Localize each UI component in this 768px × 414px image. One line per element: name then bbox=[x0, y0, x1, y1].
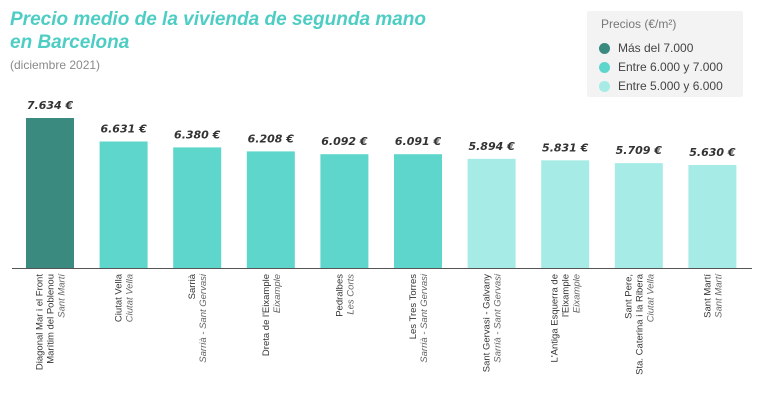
legend-title: Precios (€/m²) bbox=[601, 17, 677, 31]
bar-7 bbox=[467, 158, 516, 268]
bar-10 bbox=[688, 165, 737, 268]
category-label-1: Diagonal Mar i el Front Marítim del Poble… bbox=[35, 273, 68, 370]
value-label-1: 7.634 € bbox=[27, 99, 74, 112]
bar-5 bbox=[320, 154, 369, 268]
neighborhood-label: Sta. Caterina i la Ribera bbox=[634, 273, 645, 375]
legend-item-low: Entre 5.000 y 6.000 bbox=[599, 79, 723, 93]
chart-title: Precio medio de la vivienda de segunda m… bbox=[10, 8, 470, 54]
category-label-6: Les Tres Torres Sarrià - Sant Gervasi bbox=[408, 273, 430, 363]
neighborhood-label: Diagonal Mar i el Front bbox=[35, 274, 46, 370]
neighborhood-label: Sant Pere, bbox=[623, 274, 634, 319]
neighborhood-label: L'Antiga Esquerra de bbox=[550, 274, 561, 362]
legend-label-high: Más del 7.000 bbox=[618, 41, 694, 55]
value-label-4: 6.208 € bbox=[248, 132, 295, 145]
district-label: Eixample bbox=[572, 274, 583, 313]
legend-swatch-low bbox=[599, 80, 610, 92]
district-label: Sant Martí bbox=[57, 273, 68, 318]
bar-6 bbox=[394, 154, 442, 268]
category-label-5: Pedralbes Les Corts bbox=[334, 274, 356, 317]
legend-item-mid: Entre 6.000 y 7.000 bbox=[599, 60, 723, 74]
legend-label-mid: Entre 6.000 y 7.000 bbox=[618, 60, 723, 74]
district-label: Les Corts bbox=[345, 274, 356, 315]
district-label: Sarrià - Sant Gervasi bbox=[493, 273, 504, 363]
bar-2 bbox=[99, 141, 148, 268]
neighborhood-label: Ciutat Vella bbox=[114, 273, 125, 322]
chart-title-line-1: Precio medio de la vivienda de segunda m… bbox=[10, 9, 427, 30]
legend: Precios (€/m²) Más del 7.000 Entre 6.000… bbox=[587, 11, 743, 97]
district-label: Sant Martí bbox=[713, 273, 724, 318]
category-label-4: Dreta de l'Eixample Eixample bbox=[261, 274, 283, 356]
chart-subtitle: (diciembre 2021) bbox=[10, 58, 101, 72]
neighborhood-label: Marítim del Poblenou bbox=[46, 274, 57, 364]
legend-swatch-high bbox=[599, 42, 610, 54]
value-label-10: 5.630 € bbox=[689, 146, 736, 159]
legend-swatch-mid bbox=[599, 61, 610, 73]
district-label: Ciutat Vella bbox=[125, 274, 136, 322]
neighborhood-label: Dreta de l'Eixample bbox=[261, 274, 272, 356]
bar-8 bbox=[541, 160, 590, 268]
neighborhood-label: Les Tres Torres bbox=[408, 274, 419, 340]
value-label-8: 5.831 € bbox=[542, 141, 589, 154]
category-label-10: Sant Martí Sant Martí bbox=[702, 273, 724, 318]
value-label-6: 6.091 € bbox=[395, 135, 442, 148]
neighborhood-label: Sant Martí bbox=[702, 274, 713, 318]
district-label: Sarrià - Sant Gervasi bbox=[198, 273, 209, 363]
value-label-9: 5.709 € bbox=[616, 144, 663, 157]
category-label-3: Sarrià Sarrià - Sant Gervasi bbox=[187, 273, 209, 363]
value-label-5: 6.092 € bbox=[321, 135, 368, 148]
value-label-3: 6.380 € bbox=[174, 128, 221, 141]
category-label-8: L'Antiga Esquerra de l'Eixample Eixample bbox=[550, 274, 583, 362]
bar-9 bbox=[614, 163, 663, 268]
district-label: Sarrià - Sant Gervasi bbox=[419, 273, 430, 363]
legend-item-high: Más del 7.000 bbox=[599, 41, 693, 55]
district-label: Ciutat Vella bbox=[645, 274, 656, 322]
chart-title-line-2: en Barcelona bbox=[10, 32, 130, 53]
legend-label-low: Entre 5.000 y 6.000 bbox=[618, 79, 723, 93]
bar-4 bbox=[246, 151, 295, 268]
value-label-2: 6.631 € bbox=[100, 123, 147, 136]
bar-3 bbox=[173, 147, 222, 268]
neighborhood-label: Sant Gervasi - Galvany bbox=[482, 274, 493, 372]
category-label-2: Ciutat Vella Ciutat Vella bbox=[114, 273, 136, 322]
neighborhood-label: l'Eixample bbox=[561, 274, 572, 317]
category-label-9: Sant Pere, Sta. Caterina i la Ribera Ciuta… bbox=[623, 273, 656, 375]
category-label-7: Sant Gervasi - Galvany Sarrià - Sant Gerv… bbox=[482, 273, 504, 372]
value-label-7: 5.894 € bbox=[468, 140, 515, 153]
bar-1 bbox=[26, 118, 74, 268]
neighborhood-label: Pedralbes bbox=[334, 274, 345, 317]
neighborhood-label: Sarrià bbox=[187, 273, 198, 299]
district-label: Eixample bbox=[272, 274, 283, 313]
